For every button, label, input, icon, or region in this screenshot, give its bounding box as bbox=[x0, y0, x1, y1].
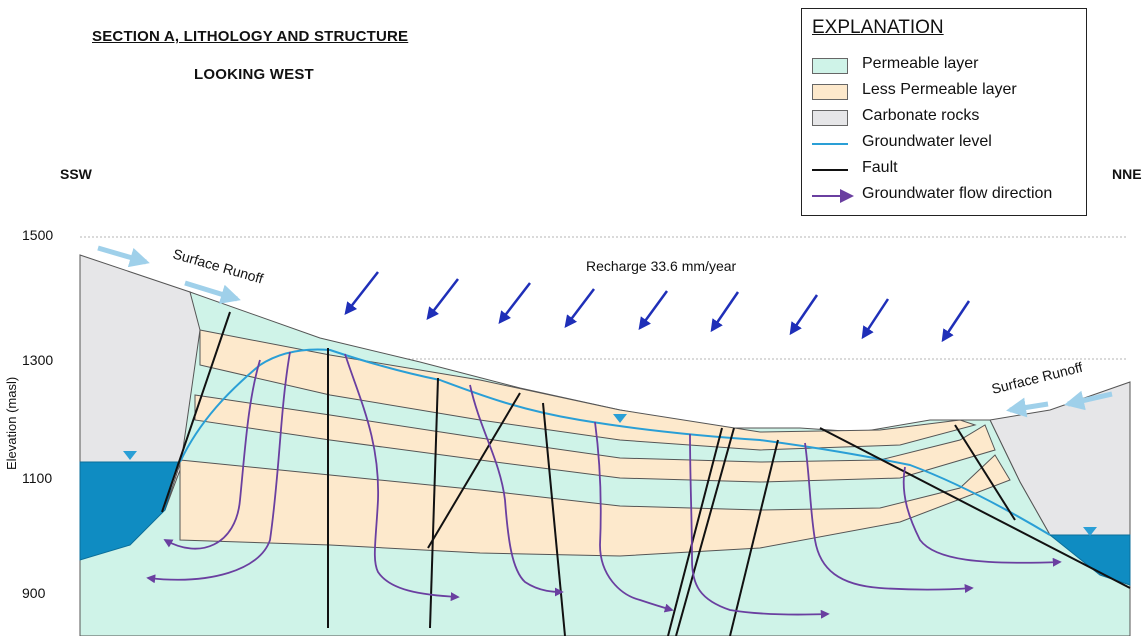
legend-label: Less Permeable layer bbox=[862, 81, 1017, 98]
y-tick-1500: 1500 bbox=[22, 227, 54, 243]
direction-right-label: NNE bbox=[1112, 166, 1142, 182]
faults bbox=[161, 311, 1131, 636]
legend-label: Carbonate rocks bbox=[862, 107, 980, 124]
flow-arrow-icon bbox=[812, 189, 854, 203]
surface-runoff-label-left: Surface Runoff bbox=[171, 246, 265, 287]
permeable-swatch bbox=[812, 58, 848, 74]
carbonate-swatch bbox=[812, 110, 848, 126]
less-permeable-swatch bbox=[812, 84, 848, 100]
groundwater-flow-paths bbox=[146, 351, 1062, 619]
surface-runoff-label-right: Surface Runoff bbox=[990, 359, 1084, 397]
legend-label: Permeable layer bbox=[862, 55, 979, 72]
legend-item-flow-direction: Groundwater flow direction bbox=[812, 185, 1082, 207]
groundwater-level-line bbox=[179, 348, 1051, 536]
runoff-arrows bbox=[97, 245, 1113, 418]
recharge-label: Recharge 33.6 mm/year bbox=[586, 258, 737, 274]
y-tick-1300: 1300 bbox=[22, 352, 54, 368]
legend-item-groundwater-level: Groundwater level bbox=[812, 133, 1082, 155]
y-tick-900: 900 bbox=[22, 585, 46, 601]
legend-label: Fault bbox=[862, 159, 898, 176]
legend-label: Groundwater flow direction bbox=[862, 185, 1053, 202]
section-subtitle: LOOKING WEST bbox=[194, 66, 314, 83]
legend-item-fault: Fault bbox=[812, 159, 1082, 181]
section-title: SECTION A, LITHOLOGY AND STRUCTURE bbox=[92, 28, 409, 45]
fault-line-icon bbox=[812, 169, 848, 171]
water-level-marker-right bbox=[1083, 527, 1097, 536]
less-permeable-band-lower bbox=[179, 454, 1011, 557]
recharge-arrows bbox=[344, 271, 971, 343]
legend-label: Groundwater level bbox=[862, 133, 992, 150]
less-permeable-band-upper bbox=[199, 329, 977, 451]
legend: EXPLANATION Permeable layer Less Permeab… bbox=[801, 8, 1087, 216]
water-level-marker-left bbox=[123, 451, 137, 460]
water-body-left bbox=[79, 461, 179, 561]
legend-item-permeable: Permeable layer bbox=[812, 55, 1082, 77]
legend-title: EXPLANATION bbox=[812, 17, 944, 38]
y-tick-1100: 1100 bbox=[22, 470, 53, 486]
groundwater-level-line-icon bbox=[812, 143, 848, 145]
legend-item-less-permeable: Less Permeable layer bbox=[812, 81, 1082, 103]
less-permeable-band-middle bbox=[194, 394, 996, 483]
water-body-right bbox=[1048, 534, 1131, 586]
legend-item-carbonate: Carbonate rocks bbox=[812, 107, 1082, 129]
direction-left-label: SSW bbox=[60, 166, 92, 182]
water-level-marker-mid bbox=[613, 414, 627, 423]
